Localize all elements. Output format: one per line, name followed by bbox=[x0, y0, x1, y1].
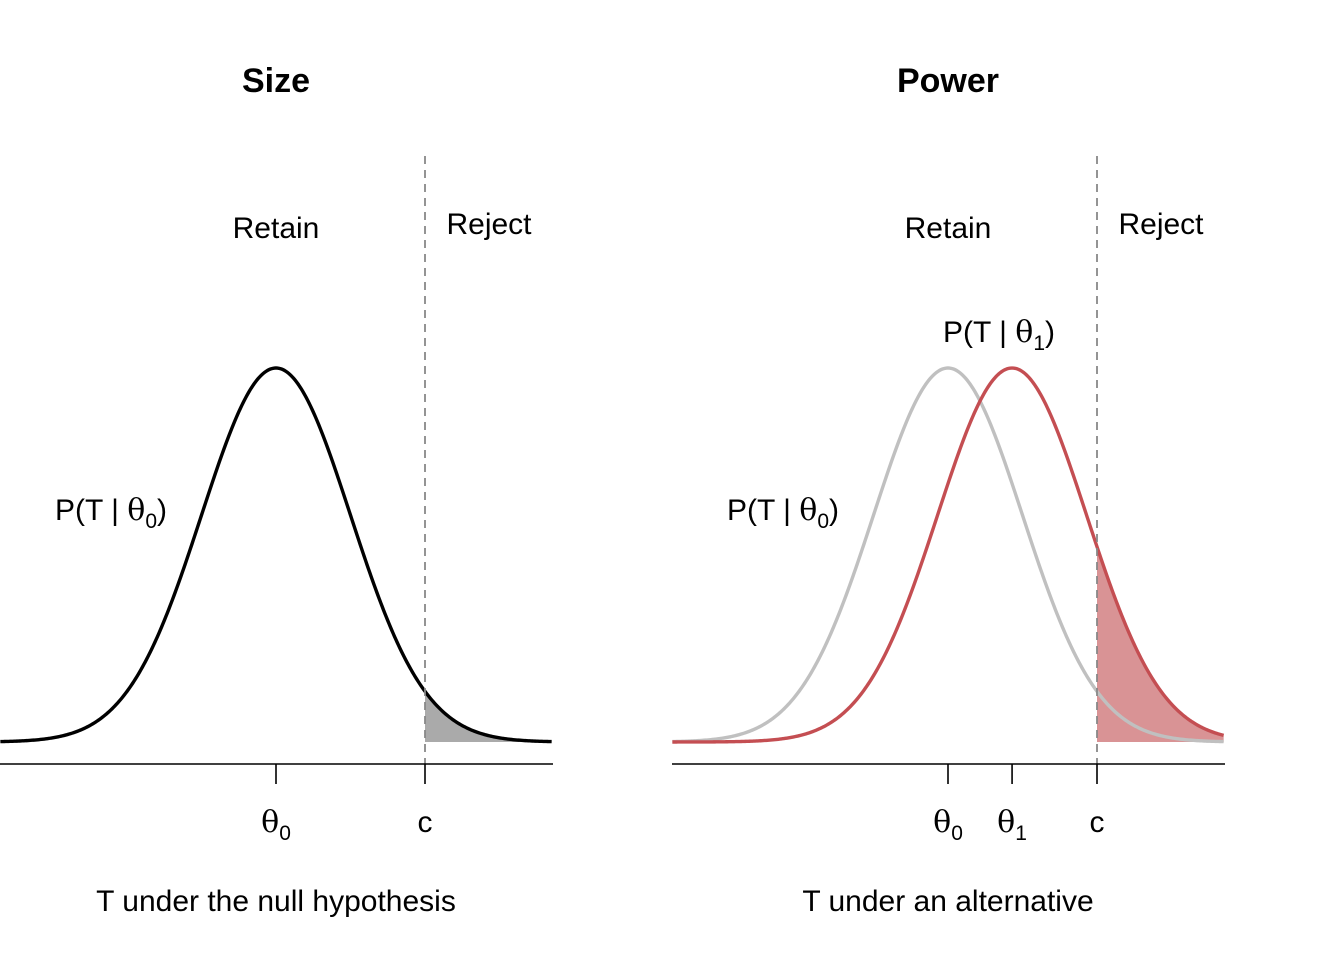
tick-label-theta0: θ0 bbox=[261, 805, 291, 845]
reject-region-label: Reject bbox=[1118, 208, 1204, 241]
tick-label-c: c bbox=[418, 806, 433, 839]
x-axis-title: T under an alternative bbox=[802, 885, 1093, 918]
plot-area bbox=[672, 156, 1225, 784]
chart-title: Power bbox=[897, 62, 999, 100]
alternative-density-label: P(T | θ1) bbox=[943, 315, 1055, 355]
retain-region-label: Retain bbox=[233, 212, 320, 245]
tick-label-theta0: θ0 bbox=[933, 805, 963, 845]
null-tail-area bbox=[425, 691, 552, 742]
chart-title: Size bbox=[242, 62, 310, 100]
null-density-curve bbox=[0, 366, 552, 744]
x-axis-title: T under the null hypothesis bbox=[96, 885, 456, 918]
reject-region-label: Reject bbox=[446, 208, 532, 241]
tick-label-theta1: θ1 bbox=[997, 805, 1027, 845]
size-panel: Size Retain Reject P(T | θ0) θ0 c T unde… bbox=[0, 62, 553, 918]
alternative-density-curve bbox=[672, 366, 1225, 744]
null-density-label: P(T | θ0) bbox=[727, 493, 839, 533]
retain-region-label: Retain bbox=[905, 212, 992, 245]
power-panel: Power Retain Reject P(T | θ0) P(T | θ1) … bbox=[672, 62, 1225, 918]
plot-area bbox=[0, 156, 552, 784]
tick-label-c: c bbox=[1090, 806, 1105, 839]
alternative-tail-area bbox=[1097, 546, 1224, 742]
null-density-label: P(T | θ0) bbox=[55, 493, 167, 533]
null-density-curve bbox=[672, 366, 1224, 744]
